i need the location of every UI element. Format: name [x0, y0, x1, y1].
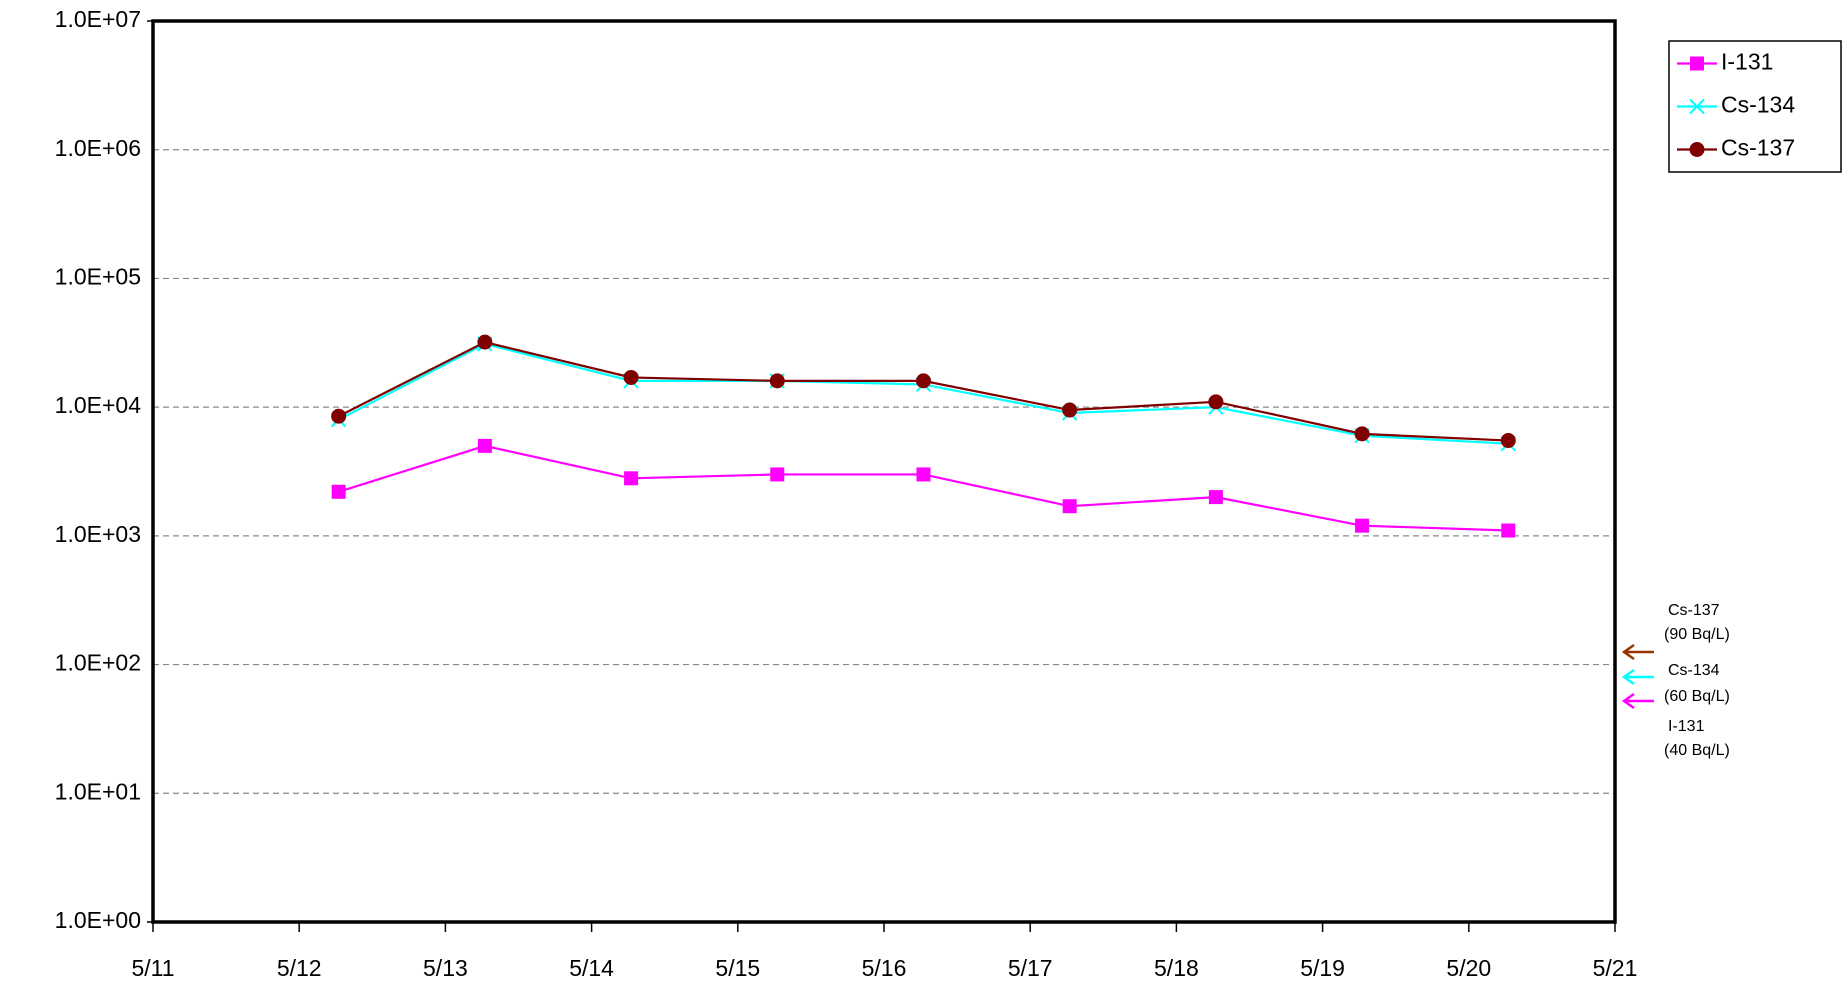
marker — [1501, 523, 1516, 538]
limit-arrows — [1621, 643, 1654, 710]
x-tick-label: 5/16 — [862, 955, 907, 981]
annotation: (90 Bq/L) — [1664, 626, 1730, 643]
x-tick-label: 5/12 — [277, 955, 322, 981]
marker — [1354, 426, 1370, 442]
y-tick-label: 1.0E+01 — [55, 778, 141, 804]
x-tick-label: 5/21 — [1593, 955, 1638, 981]
x-tick-label: 5/19 — [1300, 955, 1345, 981]
marker — [1062, 402, 1078, 418]
marker — [623, 369, 639, 385]
annotation: (60 Bq/L) — [1664, 688, 1730, 705]
x-tick-label: 5/18 — [1154, 955, 1199, 981]
marker — [624, 471, 639, 486]
marker — [477, 334, 493, 350]
y-tick-label: 1.0E+04 — [55, 392, 142, 418]
y-tick-label: 1.0E+07 — [55, 6, 141, 32]
series-line — [338, 342, 1509, 445]
plot-frame — [151, 19, 1617, 924]
x-tick-label: 5/20 — [1446, 955, 1491, 981]
legend: I-131 Cs-134 Cs-137 — [1668, 40, 1842, 173]
annotation: I-131 — [1668, 718, 1705, 735]
legend-label: Cs-137 — [1721, 135, 1795, 161]
y-tick-label: 1.0E+06 — [55, 135, 141, 161]
arrow — [1621, 692, 1654, 710]
marker — [770, 467, 785, 482]
marker — [1690, 56, 1704, 71]
x-tick-label: 5/11 — [131, 955, 174, 981]
marker — [915, 373, 931, 389]
marker — [1208, 394, 1224, 410]
marker — [1355, 518, 1370, 533]
x-tick-label: 5/17 — [1008, 955, 1053, 981]
marker — [769, 373, 785, 389]
marker — [477, 438, 492, 453]
arrow — [1621, 643, 1654, 661]
y-tick-label: 1.0E+02 — [55, 650, 141, 676]
x-tick-label: 5/14 — [569, 955, 614, 981]
marker — [331, 408, 347, 424]
marker — [1689, 142, 1705, 157]
marker — [916, 467, 931, 482]
annotation: Cs-134 — [1668, 662, 1720, 679]
x-tick-label: 5/15 — [715, 955, 760, 981]
marker — [1500, 433, 1516, 449]
y-tick-label: 1.0E+03 — [55, 521, 141, 547]
series-line — [338, 444, 1509, 532]
series-line — [338, 340, 1509, 442]
y-tick-label: 1.0E+05 — [55, 264, 141, 290]
arrow — [1621, 668, 1654, 686]
legend-label: Cs-134 — [1721, 92, 1795, 118]
annotation: (40 Bq/L) — [1664, 742, 1730, 759]
marker — [1062, 499, 1077, 514]
marker — [331, 484, 346, 499]
marker — [1689, 98, 1705, 115]
y-tick-label: 1.0E+00 — [55, 907, 141, 933]
marker — [1208, 490, 1223, 505]
legend-label: I-131 — [1721, 49, 1773, 75]
annotation: Cs-137 — [1668, 602, 1720, 619]
x-tick-label: 5/13 — [423, 955, 468, 981]
